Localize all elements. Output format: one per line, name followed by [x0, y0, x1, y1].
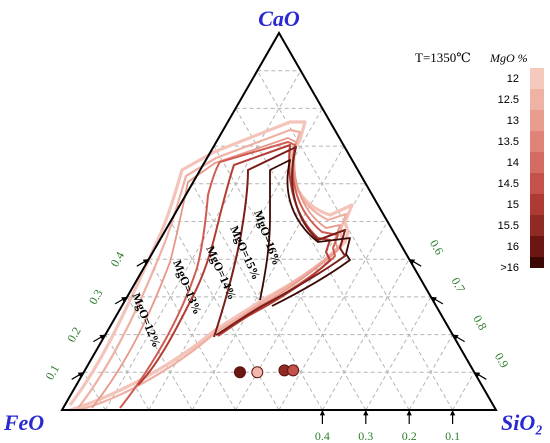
temperature-label: T=1350℃	[415, 50, 471, 65]
legend-colorbar: 12 12.5 13 13.5 14 14.5 15 15.5 16 >16	[498, 68, 544, 274]
tick-label-cao: 0.3	[86, 287, 106, 307]
axis-tick-arrow	[409, 259, 416, 265]
axis-tick-arrow	[406, 410, 412, 416]
gridline-feo	[126, 296, 193, 411]
legend-level-label: 14	[507, 157, 519, 169]
isoline-curve-6	[259, 159, 351, 307]
legend-level-label: 16	[507, 241, 519, 253]
axis-tick-arrow	[121, 296, 128, 302]
tick-label-feo: 0.1	[445, 429, 460, 443]
vertex-label-right: SiO₂	[501, 410, 543, 435]
axis-tick-arrow	[99, 334, 106, 340]
gridline-sio2	[321, 258, 410, 411]
axis-tick-arrow	[142, 259, 149, 265]
axis-tick-arrow	[452, 334, 459, 340]
gridline-feo	[213, 145, 367, 411]
axis-tick-arrow	[363, 410, 369, 416]
legend-level-label: >16	[500, 262, 519, 274]
gridline-sio2	[365, 296, 432, 411]
gridline-feo	[256, 70, 454, 411]
legend-title: MgO %	[489, 51, 528, 65]
gridline-sio2	[278, 221, 388, 411]
legend-swatch	[530, 152, 544, 173]
tick-label-sio2: 0.7	[449, 275, 469, 295]
tick-label-sio2: 0.6	[427, 237, 447, 257]
sample-point	[287, 364, 300, 377]
legend-swatch	[530, 131, 544, 152]
axis-tick-arrow	[77, 372, 84, 378]
gridline-sio2	[408, 334, 454, 411]
legend-level-label: 13.5	[498, 136, 519, 148]
axis-tick-arrow	[474, 372, 481, 378]
gridline-sio2	[452, 372, 475, 411]
gridline-feo	[235, 108, 410, 411]
isoline-labels: MgO=12%MgO=13%MgO=14%MgO=15%MgO=16%	[129, 208, 284, 349]
legend-swatch	[530, 257, 544, 268]
isoline-curve-4	[137, 144, 331, 386]
axis-ticks: 0.4 0.3 0.2 0.10.10.20.30.40.60.70.80.9	[42, 237, 511, 443]
isoline-curve-0	[68, 120, 354, 412]
isoline-curve-5	[213, 146, 346, 338]
gridline-sio2	[191, 145, 345, 411]
gridline-feo	[170, 221, 280, 411]
tick-label-sio2: 0.9	[492, 350, 512, 370]
axis-tick-arrow	[319, 410, 326, 416]
sample-point	[251, 366, 264, 379]
legend-level-label: 15	[507, 199, 519, 211]
legend-swatch	[530, 89, 544, 110]
ternary-grid	[83, 70, 475, 411]
legend-swatch	[530, 194, 544, 215]
tick-label-feo: 0.3	[358, 429, 373, 443]
gridline-feo	[104, 334, 150, 411]
axis-tick-arrow	[449, 410, 456, 416]
mgo-isolines	[68, 120, 354, 412]
sample-points	[233, 364, 300, 379]
vertex-label-left: FeO	[3, 410, 44, 435]
gridline-sio2	[104, 70, 302, 411]
legend-level-label: 14.5	[498, 178, 519, 190]
isoline-label: MgO=14%	[203, 244, 239, 302]
legend-level-label: 12	[507, 73, 519, 85]
vertex-label-top: CaO	[258, 6, 300, 31]
tick-label-feo: 0.2	[402, 429, 417, 443]
tick-label-cao: 0.1	[42, 362, 62, 382]
sample-point	[233, 366, 246, 379]
legend-swatch	[530, 236, 544, 257]
tick-label-cao: 0.2	[64, 325, 84, 345]
gridline-feo	[148, 258, 237, 411]
isoline-curve-1	[77, 128, 348, 412]
isoline-label: MgO=12%	[129, 291, 164, 350]
legend-swatch	[530, 68, 544, 89]
legend-level-label: 15.5	[498, 220, 519, 232]
tick-label-cao: 0.4	[108, 249, 128, 269]
legend-swatch	[530, 110, 544, 131]
legend-swatch	[530, 173, 544, 194]
ternary-frame	[60, 30, 498, 411]
legend-level-label: 13	[507, 115, 519, 127]
isoline-curve-2	[91, 137, 341, 409]
tick-label-sio2: 0.8	[470, 313, 490, 333]
axis-tick-arrow	[430, 296, 437, 302]
legend-level-label: 12.5	[498, 94, 519, 106]
legend-swatch	[530, 215, 544, 236]
tick-label-feo: 0.4	[315, 429, 330, 443]
